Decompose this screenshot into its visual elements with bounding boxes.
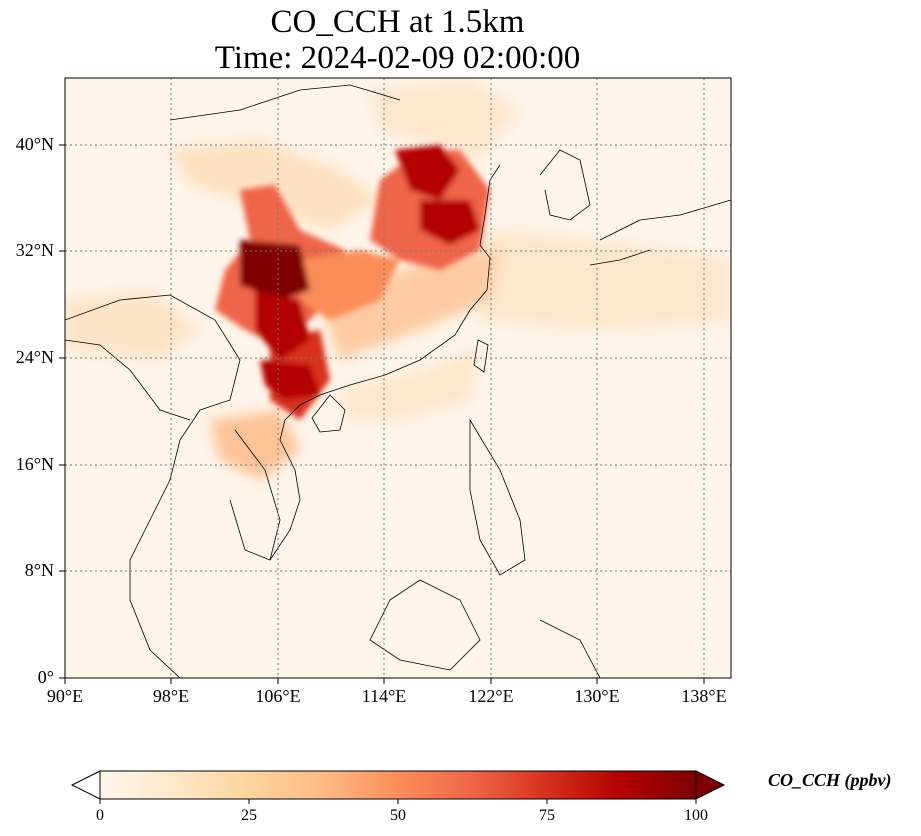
colorbar-tick-25: 25: [241, 807, 257, 824]
lat-label-24n: 24°N: [15, 347, 54, 367]
lon-label-114e: 114°E: [361, 686, 407, 706]
lon-label-106e: 106°E: [255, 686, 301, 706]
lat-label-16n: 16°N: [15, 454, 54, 474]
colorbar-max-extend: [695, 770, 726, 800]
lon-label-98e: 98°E: [152, 686, 190, 706]
colorbar-gradient: [100, 771, 696, 799]
lon-label-130e: 130°E: [574, 686, 620, 706]
colorbar: [70, 770, 726, 804]
gridlines: [65, 78, 731, 678]
lon-label-122e: 122°E: [468, 686, 514, 706]
lon-label-138e: 138°E: [681, 686, 727, 706]
concentration-field: [65, 78, 731, 678]
colorbar-title: CO_CCH (ppbv): [768, 770, 892, 790]
lat-label-32n: 32°N: [15, 240, 54, 260]
colorbar-tick-100: 100: [684, 807, 708, 824]
map-title: CO_CCH at 1.5km: [270, 4, 525, 40]
map-time-subtitle: Time: 2024-02-09 02:00:00: [214, 40, 581, 76]
lat-label-0: 0°: [37, 667, 54, 687]
colorbar-tick-0: 0: [96, 807, 104, 824]
lon-label-90e: 90°E: [46, 686, 84, 706]
colorbar-min-extend: [70, 770, 101, 800]
axis-ticks: [59, 144, 705, 684]
colorbar-tick-75: 75: [539, 807, 555, 824]
map-frame: [64, 77, 732, 679]
lat-label-8n: 8°N: [24, 560, 54, 580]
coastlines: [65, 84, 731, 678]
lat-label-40n: 40°N: [15, 134, 54, 154]
colorbar-tick-50: 50: [390, 807, 406, 824]
